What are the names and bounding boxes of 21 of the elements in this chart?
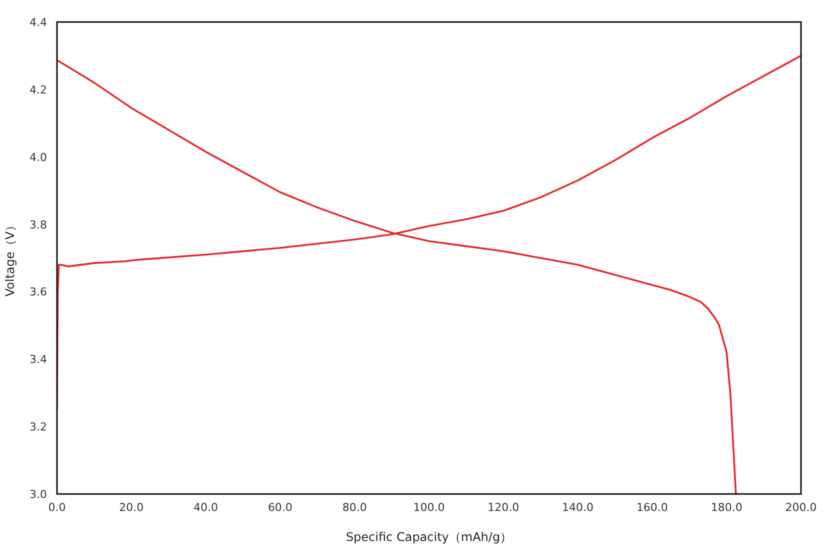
x-tick-label: 100.0 [413,501,445,514]
x-tick-label: 20.0 [119,501,144,514]
x-tick-label: 180.0 [710,501,742,514]
x-axis-title: Specific Capacity（mAh/g） [346,530,512,544]
y-tick-label: 4.2 [30,83,47,96]
y-axis-title: Voltage（V） [3,219,17,297]
x-tick-label: 200.0 [785,501,817,514]
x-tick-label: 120.0 [488,501,520,514]
y-tick-label: 3.4 [30,353,47,366]
x-tick-label: 40.0 [194,501,218,514]
x-tick-label: 160.0 [636,501,668,514]
y-tick-label: 3.8 [30,218,47,232]
y-tick-label: 3.0 [30,488,47,501]
x-tick-label: 0.0 [48,501,66,514]
y-tick-label: 3.2 [30,420,47,434]
y-tick-label: 4.0 [30,150,47,164]
y-tick-label: 3.6 [30,286,47,299]
x-tick-label: 140.0 [562,501,594,514]
x-tick-label: 60.0 [268,501,292,514]
y-tick-label: 4.4 [30,16,47,29]
x-tick-label: 80.0 [342,501,367,514]
